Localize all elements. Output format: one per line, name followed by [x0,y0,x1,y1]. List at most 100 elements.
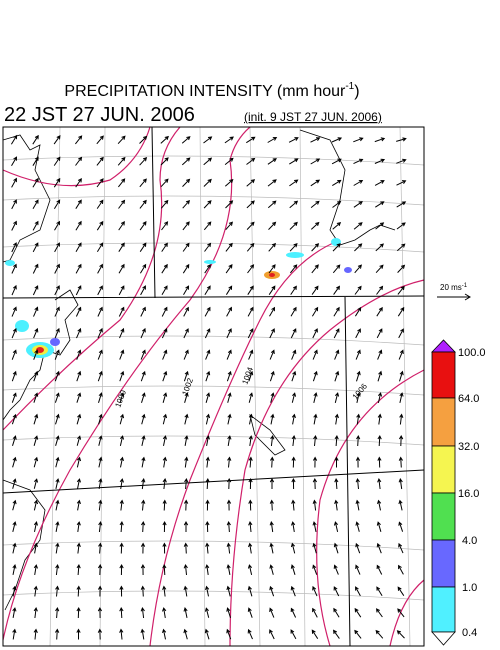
wind-arrow [76,499,81,511]
wind-arrow [97,349,103,360]
wind-arrow [97,585,103,597]
wind-arrow [332,264,341,274]
wind-arrow [224,179,234,187]
wind-arrow [76,413,82,425]
wind-arrow [184,477,189,490]
wind-arrow [312,564,318,575]
wind-arrow [312,370,318,382]
wind-arrow [247,285,254,295]
wind-arrow [140,606,145,619]
wind-arrow [269,328,275,339]
wind-arrow [97,606,103,619]
wind-arrow [333,586,340,597]
wind-arrow [268,221,277,230]
wind-arrow [333,607,340,618]
wind-arrow [182,221,190,231]
wind-arrow [398,349,404,360]
wind-arrow [183,563,188,576]
wind-arrow [139,199,147,209]
wind-arrow [311,306,319,317]
wind-arrow [160,199,169,209]
wind-arrow [289,158,299,165]
wind-arrow [97,285,103,296]
wind-arrow [310,158,321,165]
wind-arrow [375,608,383,618]
wind-arrow [204,607,210,618]
wind-arrow [203,136,213,144]
wind-arrow [33,435,39,446]
wind-arrow [97,263,103,274]
wind-arrow [119,499,124,511]
colorbar-label: 16.0 [458,488,479,500]
wind-arrow [288,137,299,143]
wind-arrow [331,137,343,143]
wind-arrow [117,156,126,166]
wind-arrow [226,328,232,339]
wind-arrow [181,136,191,144]
vector-scale-label: 20 ms-1 [440,283,468,292]
wind-arrow [181,157,191,166]
wind-arrow [397,306,405,317]
wind-arrow [162,585,167,597]
wind-arrow [205,392,211,403]
wind-arrow [396,158,407,164]
wind-arrow [33,478,39,489]
wind-arrow [183,306,189,317]
wind-arrow [162,392,168,403]
wind-arrow [12,564,17,575]
wind-arrow [55,478,60,490]
wind-arrow [226,585,231,597]
wind-arrow [183,328,189,339]
wind-arrow [398,477,403,490]
wind-arrow [398,328,404,339]
wind-arrow [98,542,103,554]
wind-arrow [183,349,189,360]
wind-arrow [267,200,277,209]
wind-arrow [12,542,17,554]
wind-arrow [332,243,341,252]
wind-arrow [225,285,233,295]
wind-arrow [247,328,254,339]
wind-arrow [32,285,39,296]
wind-arrow [118,178,126,188]
wind-arrow [10,134,18,145]
wind-arrow [396,201,407,208]
wind-arrow [76,542,81,554]
wind-arrow [269,542,274,554]
wind-arrow [248,349,254,360]
wind-arrow [269,499,274,511]
wind-arrow [290,564,296,575]
wind-arrow [374,158,386,164]
wind-arrow [119,435,125,447]
wind-arrow [183,285,190,296]
colorbar [431,339,456,646]
wind-arrow [312,499,317,511]
wind-arrow [355,499,360,511]
colorbar-label: 100.0 [458,347,486,359]
wind-arrow [353,137,364,143]
colorbar-label: 4.0 [462,535,477,547]
wind-arrow [162,477,167,490]
wind-arrow [183,607,188,618]
wind-arrow [139,178,147,188]
wind-arrow [203,221,212,231]
wind-arrow [226,607,231,618]
wind-arrow [377,499,382,511]
wind-arrow [161,327,168,339]
wind-arrow [139,135,148,144]
colorbar-label: 32.0 [458,441,479,453]
wind-arrow [12,607,17,618]
wind-arrow [269,306,276,317]
wind-arrow [332,179,342,187]
wind-arrow [397,608,405,618]
wind-vectors [10,134,407,640]
isobar-label: 1000 [113,388,128,408]
wind-arrow [119,327,125,339]
wind-arrow [33,413,39,425]
wind-arrow [397,285,405,295]
wind-arrow [139,263,147,274]
wind-arrow [396,222,406,230]
wind-arrow [356,434,361,447]
wind-arrow [311,264,319,274]
wind-arrow [268,242,276,252]
